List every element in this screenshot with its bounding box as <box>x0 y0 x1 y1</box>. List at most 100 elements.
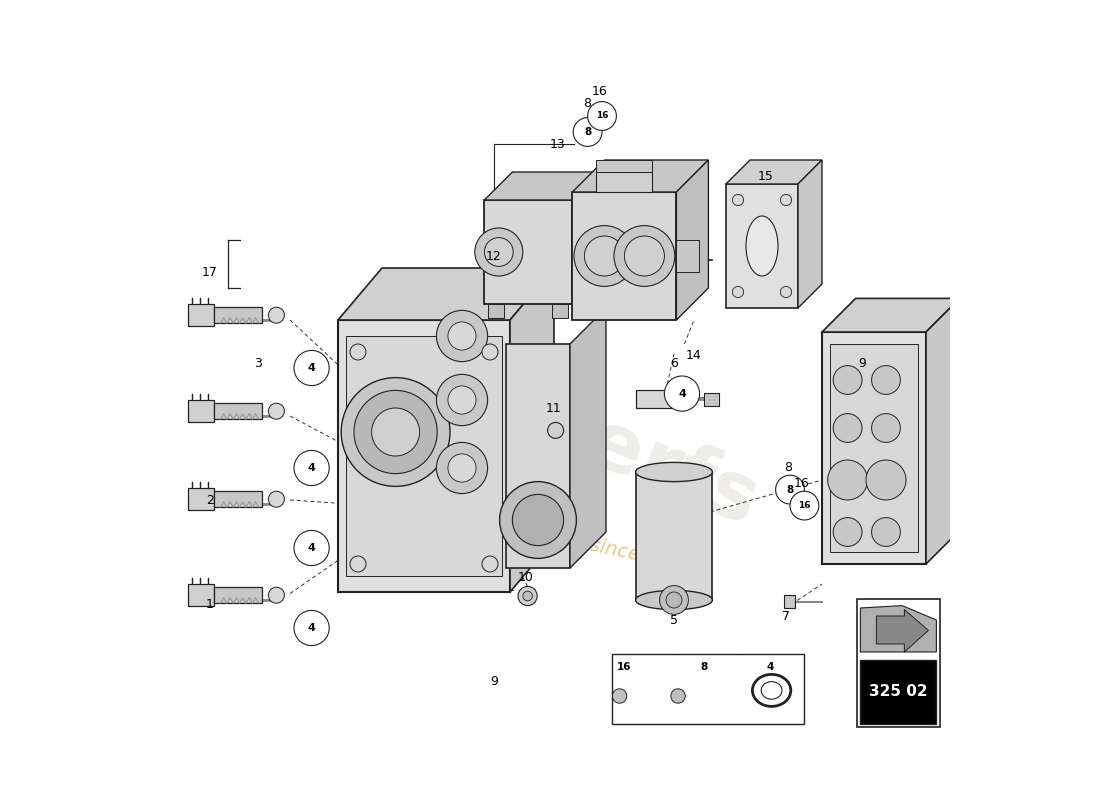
Circle shape <box>827 460 868 500</box>
Circle shape <box>584 236 625 276</box>
Bar <box>860 660 936 724</box>
Text: 16: 16 <box>794 477 810 490</box>
Circle shape <box>833 414 862 442</box>
Polygon shape <box>484 172 601 200</box>
Bar <box>783 595 795 608</box>
Bar <box>188 304 214 326</box>
Bar <box>188 488 214 510</box>
Bar <box>488 304 505 318</box>
Circle shape <box>522 591 532 601</box>
Circle shape <box>268 403 285 419</box>
Polygon shape <box>798 160 822 308</box>
Circle shape <box>437 374 487 426</box>
Ellipse shape <box>761 682 782 699</box>
Text: 16: 16 <box>799 501 811 510</box>
Bar <box>214 587 262 603</box>
Bar <box>676 240 698 272</box>
Circle shape <box>733 286 744 298</box>
Polygon shape <box>570 308 606 568</box>
Bar <box>830 344 918 552</box>
Circle shape <box>294 610 329 646</box>
Circle shape <box>548 422 563 438</box>
Circle shape <box>475 228 522 276</box>
Bar <box>857 599 939 727</box>
Text: 6: 6 <box>670 358 678 370</box>
Text: 4: 4 <box>308 363 316 373</box>
Bar <box>637 390 672 408</box>
Text: 8: 8 <box>784 461 792 474</box>
Circle shape <box>294 350 329 386</box>
Circle shape <box>499 482 576 558</box>
Text: 2: 2 <box>206 494 213 506</box>
Text: 12: 12 <box>486 250 502 262</box>
Text: 8: 8 <box>786 485 793 494</box>
Circle shape <box>666 592 682 608</box>
Circle shape <box>871 366 901 394</box>
Text: 11: 11 <box>546 402 562 414</box>
Text: 15: 15 <box>758 170 774 182</box>
Text: 16: 16 <box>616 662 630 672</box>
Circle shape <box>664 376 700 411</box>
Circle shape <box>268 307 285 323</box>
Bar <box>726 184 798 308</box>
Circle shape <box>613 689 627 703</box>
Circle shape <box>518 586 537 606</box>
Circle shape <box>833 366 862 394</box>
Polygon shape <box>572 172 601 304</box>
Circle shape <box>871 518 901 546</box>
Circle shape <box>614 226 674 286</box>
Circle shape <box>866 460 906 500</box>
Text: a passion for parts since 1985: a passion for parts since 1985 <box>404 496 696 576</box>
Polygon shape <box>726 160 822 184</box>
Text: 13: 13 <box>550 138 565 150</box>
Text: 8: 8 <box>700 662 707 672</box>
Text: 17: 17 <box>202 266 218 278</box>
Bar <box>704 393 718 406</box>
Polygon shape <box>877 610 928 652</box>
Bar <box>636 472 713 600</box>
Bar <box>484 200 572 304</box>
Circle shape <box>587 102 616 130</box>
Polygon shape <box>510 268 554 592</box>
Text: 325 02: 325 02 <box>869 685 927 699</box>
Bar <box>346 336 502 576</box>
Circle shape <box>574 226 635 286</box>
Text: 7: 7 <box>782 610 790 622</box>
Bar <box>214 491 262 507</box>
Bar <box>596 172 652 192</box>
Text: 4: 4 <box>767 662 773 672</box>
Circle shape <box>671 689 685 703</box>
Text: 4: 4 <box>308 623 316 633</box>
Bar <box>506 344 570 568</box>
Circle shape <box>448 454 476 482</box>
Circle shape <box>733 194 744 206</box>
Text: 9: 9 <box>858 358 866 370</box>
Ellipse shape <box>746 216 778 276</box>
Text: 9: 9 <box>491 675 498 688</box>
Text: 5: 5 <box>670 614 678 626</box>
Bar <box>612 654 804 724</box>
Ellipse shape <box>636 590 713 610</box>
Circle shape <box>625 236 664 276</box>
Bar <box>572 192 676 320</box>
Polygon shape <box>676 160 708 320</box>
Circle shape <box>833 518 862 546</box>
Text: 4: 4 <box>308 463 316 473</box>
Circle shape <box>341 378 450 486</box>
Text: europerfs: europerfs <box>330 305 770 543</box>
Bar <box>214 307 262 323</box>
Bar <box>338 320 510 592</box>
Text: 16: 16 <box>592 86 607 98</box>
Circle shape <box>448 322 476 350</box>
Circle shape <box>448 386 476 414</box>
Polygon shape <box>822 298 959 332</box>
Text: 10: 10 <box>518 571 534 584</box>
Circle shape <box>268 587 285 603</box>
Bar <box>214 403 262 419</box>
Circle shape <box>354 390 437 474</box>
Circle shape <box>437 442 487 494</box>
Bar <box>552 304 569 318</box>
Circle shape <box>482 344 498 360</box>
Bar <box>596 160 652 172</box>
Circle shape <box>350 556 366 572</box>
